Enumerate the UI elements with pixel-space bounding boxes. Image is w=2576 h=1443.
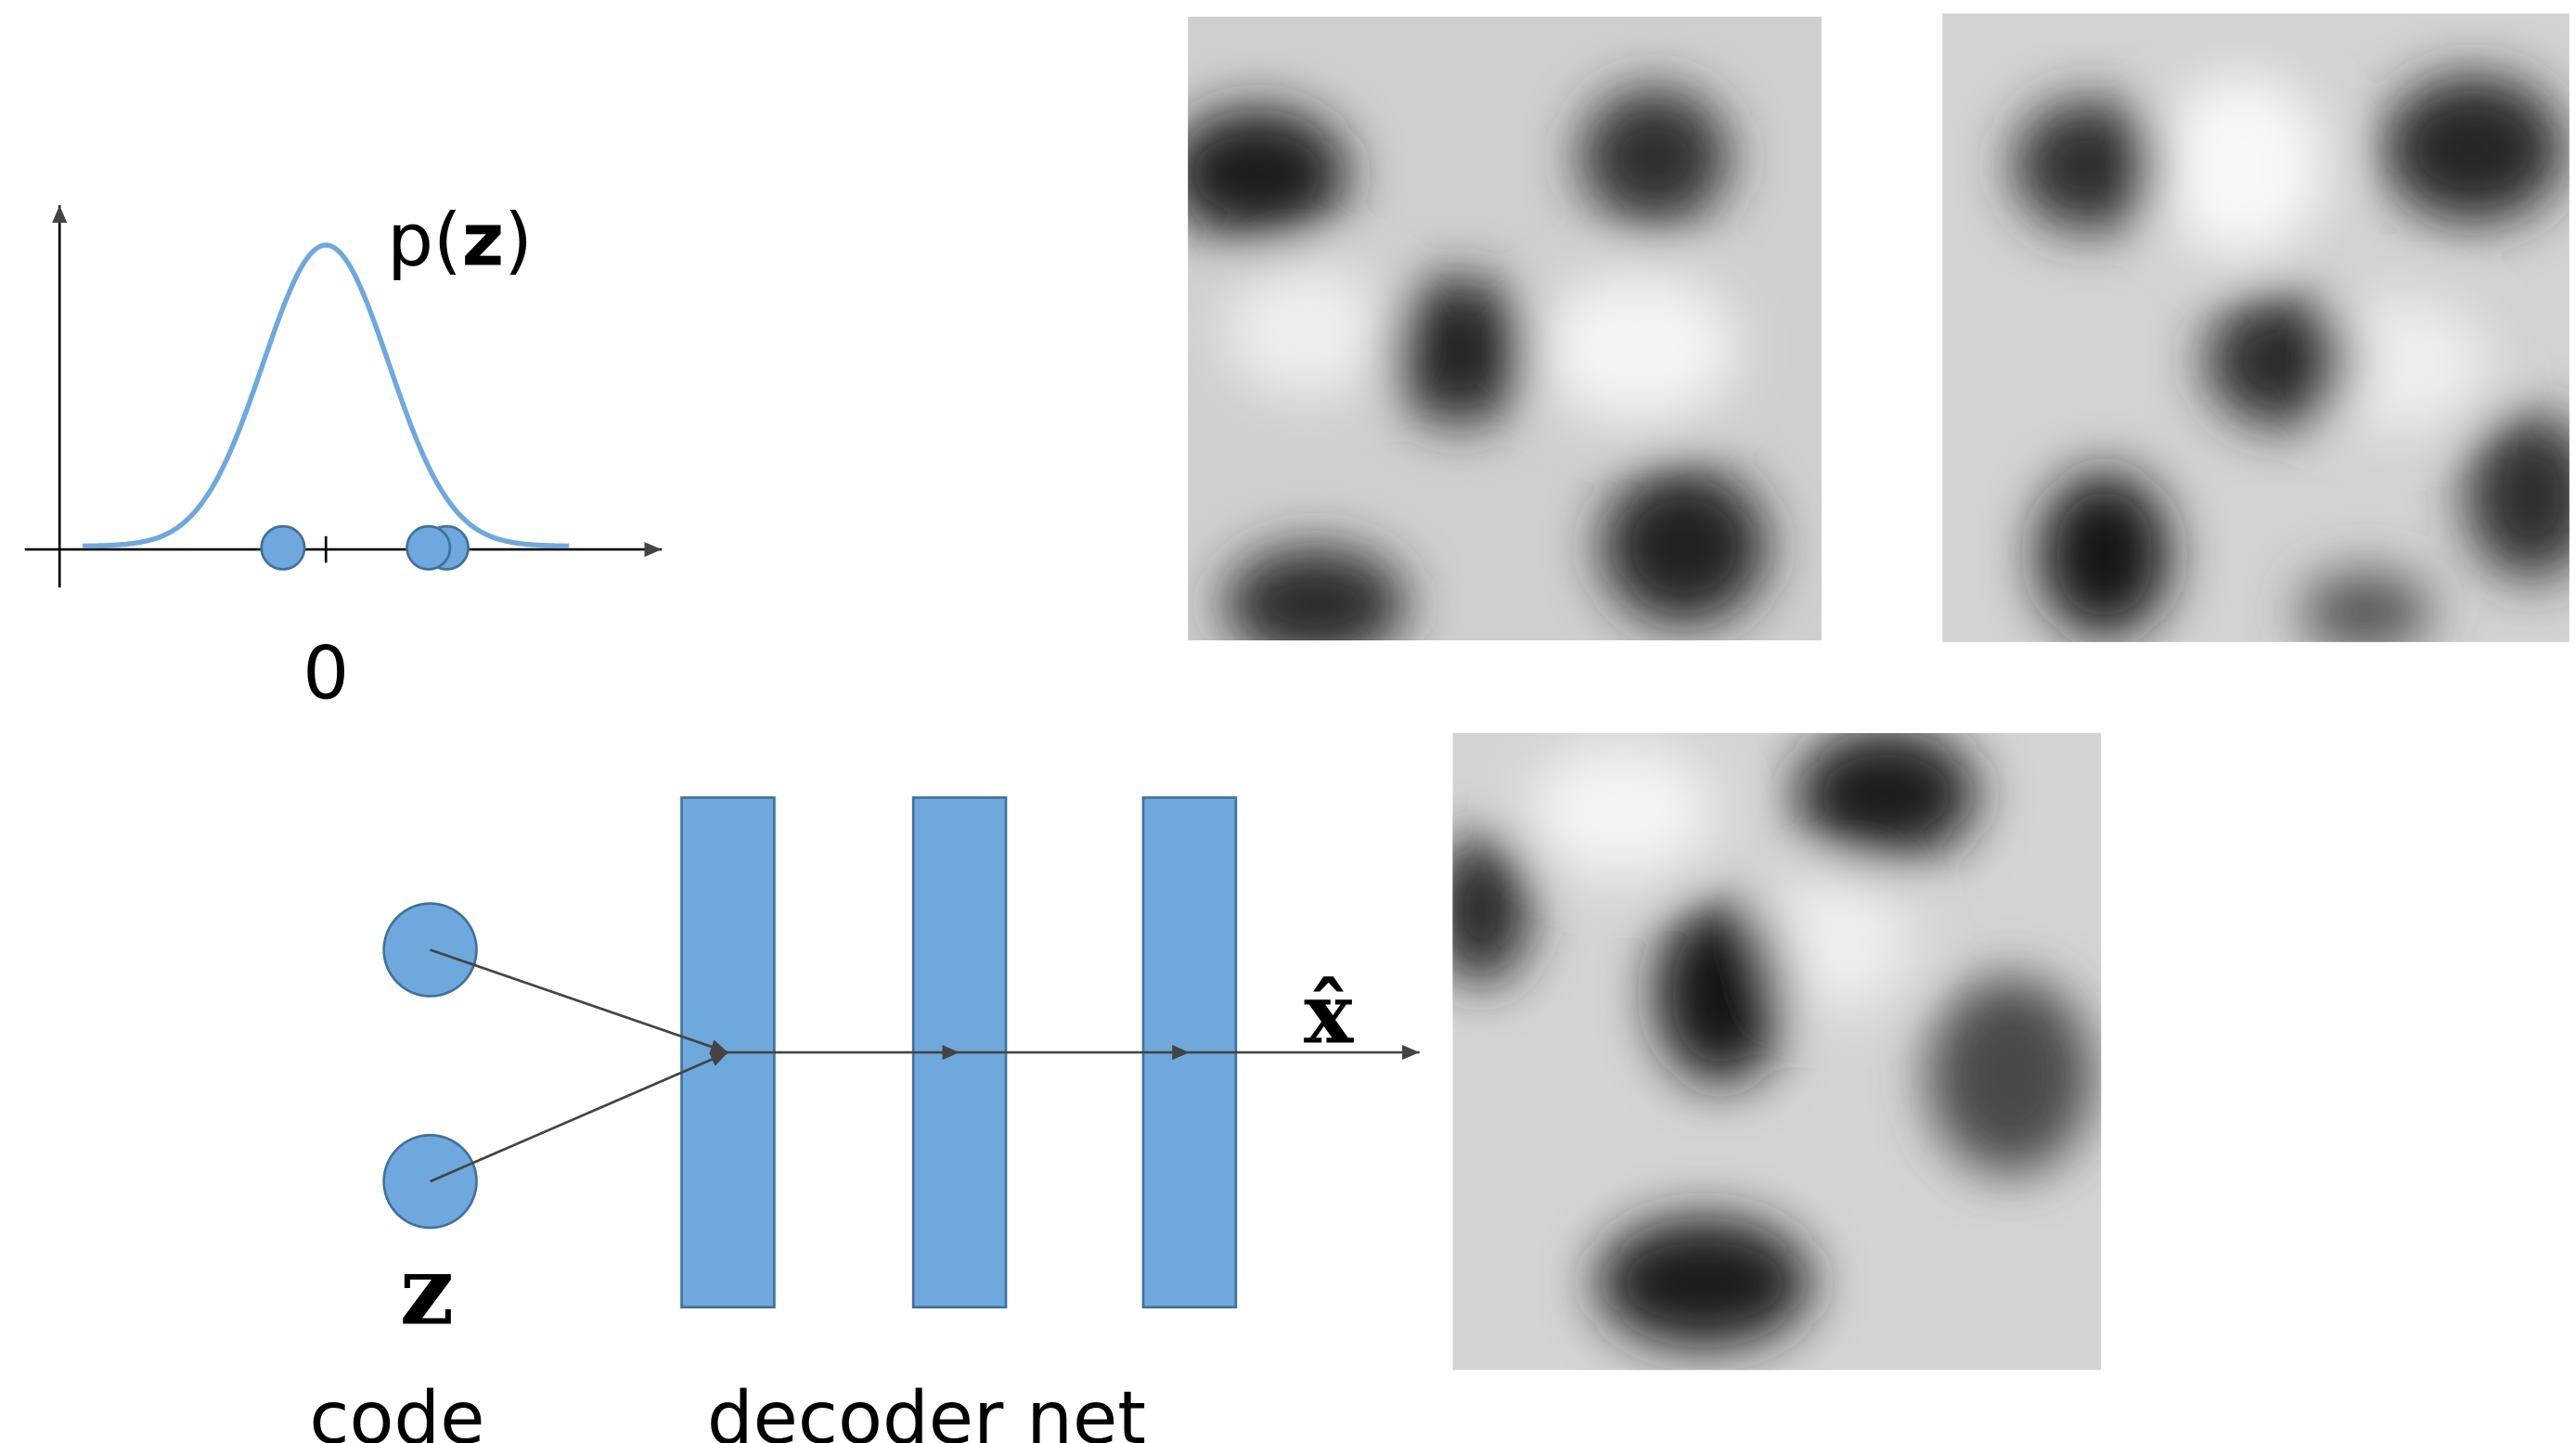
decoder-label: decoder net — [707, 1376, 1146, 1443]
decoder-network — [384, 798, 1420, 1308]
sample-image — [1166, 17, 1822, 662]
output-symbol: x̂ — [1304, 965, 1354, 1063]
label-part: z — [462, 198, 505, 282]
input-symbol: z — [400, 1234, 455, 1346]
code-label: code — [309, 1376, 484, 1443]
sample-image — [1942, 13, 2576, 653]
gaussian-curve — [83, 245, 569, 546]
density-label: p(z) — [387, 198, 533, 282]
sample-point — [407, 526, 450, 569]
label-part: p( — [387, 198, 461, 282]
diagram: p(z) 0 — [0, 0, 2576, 1443]
origin-label: 0 — [303, 632, 349, 716]
sample-point — [262, 526, 304, 569]
density-plot: p(z) 0 — [25, 198, 662, 715]
label-part: ) — [504, 198, 533, 282]
generated-image — [1431, 728, 2101, 1371]
page: p(z) 0 — [0, 0, 2576, 1443]
